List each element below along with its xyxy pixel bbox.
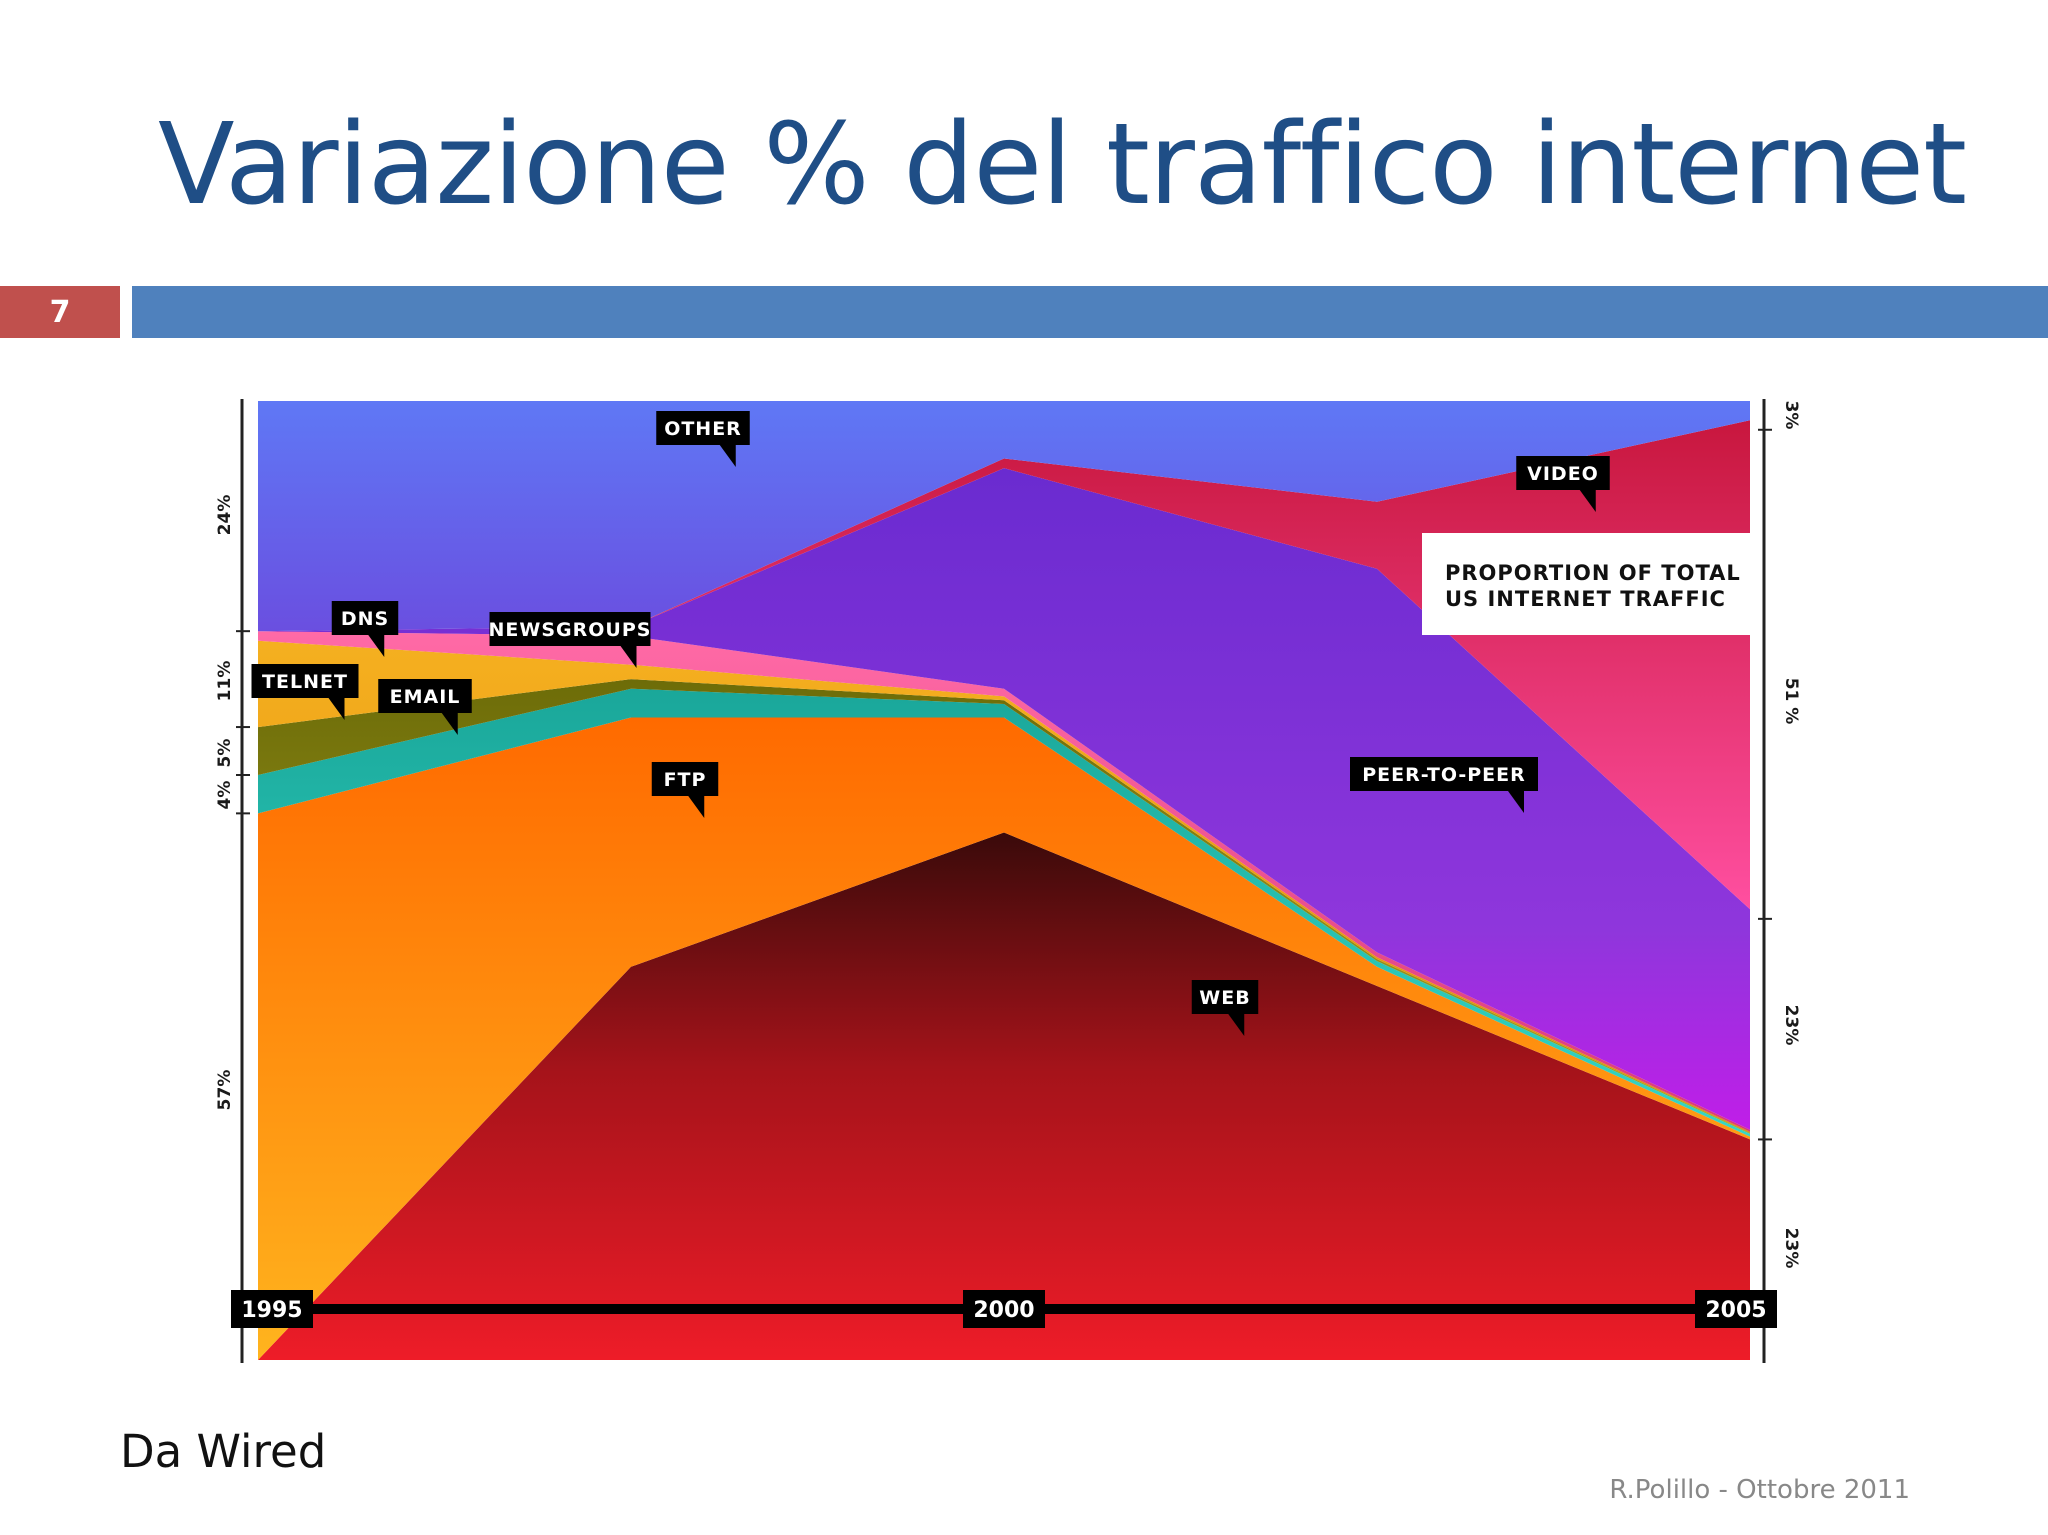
callout-text: TELNET [262,671,348,693]
area-other [258,401,1750,632]
year-label: 2005 [1705,1298,1766,1323]
year-badge [963,1290,1045,1328]
year-badge [1695,1290,1777,1328]
callout-text: EMAIL [390,686,461,708]
left-axis-label: 57% [215,1070,235,1111]
footer-credit: R.Polillo - Ottobre 2011 [1609,1475,1910,1505]
traffic-chart: 1995 2000 2005 57% 4% 5% 11% 24% 23% 23% 51 % 3% PRO… [200,385,1820,1370]
callout-web: WEB [1191,980,1259,1036]
note-box [1422,533,1756,635]
area-video [258,420,1750,910]
callout-text: VIDEO [1527,463,1599,485]
callout-text: DNS [341,608,389,630]
callout-text: NEWSGROUPS [489,619,652,641]
right-axis-label: 51 % [1781,678,1801,725]
callout-peer-to-peer: PEER-TO-PEER [1350,757,1538,813]
callout-email: EMAIL [378,679,472,735]
right-axis-label: 23% [1781,1005,1801,1046]
callout-text: OTHER [664,418,742,440]
callout-text: PEER-TO-PEER [1362,764,1525,786]
right-axis-label: 3% [1781,401,1801,430]
left-axis-label: 5% [215,739,235,768]
area-telnet [258,679,1750,1134]
source-caption: Da Wired [120,1425,327,1478]
callout-dns: DNS [331,601,399,657]
callout-video: VIDEO [1516,456,1610,512]
right-axis-label: 23% [1781,1228,1801,1269]
left-axis-label: 4% [215,781,235,810]
callout-other: OTHER [656,411,750,467]
note-line: PROPORTION OF TOTAL [1445,561,1741,585]
left-axis-label: 11% [215,661,235,702]
callout-telnet: TELNET [251,664,359,720]
area-ftp [258,717,1750,1360]
page-number: 7 [0,286,120,338]
left-axis-label: 24% [215,495,235,536]
year-label: 1995 [241,1298,302,1323]
callout-newsgroups: NEWSGROUPS [489,612,652,668]
year-badge [231,1290,313,1328]
slide-title: Variazione % del traffico internet [158,100,1967,230]
callout-text: FTP [664,769,707,791]
callout-ftp: FTP [651,762,719,818]
callout-text: WEB [1199,987,1250,1009]
title-bar [132,286,2048,338]
year-label: 2000 [973,1298,1034,1323]
area-web [258,832,1750,1360]
note-line: US INTERNET TRAFFIC [1445,587,1726,611]
